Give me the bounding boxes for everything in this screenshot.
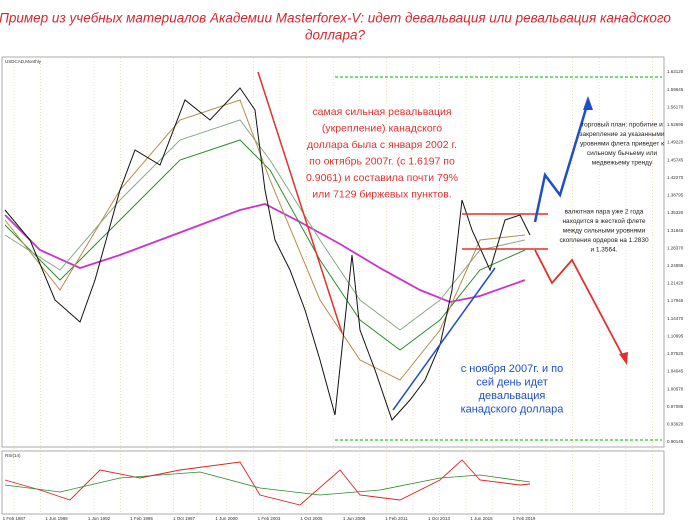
price-label: 1.10995: [667, 333, 684, 338]
grid: [13, 58, 653, 513]
price-label: 1.21420: [667, 281, 684, 286]
price-label: 1.45745: [667, 157, 684, 162]
annotation-line: валютная пара уже 2 года: [565, 209, 644, 216]
time-label: 1 Feb 1995: [130, 516, 153, 521]
indicator-label: RSI(14): [5, 453, 21, 458]
arrowhead: [619, 352, 628, 365]
time-label: 1 Oct 2013: [428, 516, 451, 521]
price-label: 1.00570: [667, 386, 684, 391]
price-label: 1.42270: [667, 175, 684, 180]
time-label: 1 Jun 1989: [45, 516, 68, 521]
annotation-line: торговый план: пробитие и: [581, 121, 663, 129]
time-label: 1 Jun 2016: [470, 516, 493, 521]
price-label: 1.31845: [667, 228, 684, 233]
time-label: 1 Feb 1987: [3, 516, 26, 521]
annotation-line: девальвация: [479, 390, 546, 402]
rsi-line: [4, 459, 531, 506]
time-label: 1 Oct 2005: [300, 516, 323, 521]
annotation-line: уровнями флета приведет к: [580, 141, 664, 148]
price-label: 1.04045: [667, 369, 684, 374]
price-label: 1.14470: [667, 316, 684, 321]
price-label: 0.97095: [667, 404, 684, 409]
trend-line: [257, 71, 343, 334]
annotation-line: с ноября 2007г. и по: [461, 363, 564, 375]
bear-arrow: [534, 249, 626, 361]
moving-average: [4, 203, 526, 303]
annotation-line: канадского доллара: [461, 403, 565, 415]
annotation-line: и 1.3564.: [590, 247, 617, 254]
price-label: 1.07520: [667, 351, 684, 356]
rsi-signal: [4, 471, 531, 496]
price-label: 1.17945: [667, 298, 684, 303]
annotation-line: доллара была с января 2002 г.: [307, 139, 457, 151]
bull-arrow: [533, 101, 590, 223]
price-label: 0.90145: [667, 439, 684, 444]
annotation-line: или 7129 биржевых пунктов.: [312, 188, 451, 200]
time-label: 1 Jun 2000: [215, 516, 238, 521]
price-line: [4, 87, 531, 421]
price-label: 1.56170: [667, 104, 684, 109]
annotation-line: 0.9061) и составила почти 79%: [306, 172, 458, 184]
indicator-panel: [1, 450, 665, 515]
annotation-line: скопления ордеров на 1.2830: [559, 237, 649, 244]
time-label: 1 Jun 2008: [343, 516, 366, 521]
moving-average: [4, 119, 526, 331]
annotation-line: (укрепление) канадского: [322, 122, 442, 134]
price-label: 1.38795: [667, 193, 684, 198]
title-line: Пример из учебных материалов Академии Ma…: [0, 11, 671, 26]
price-label: 1.28370: [667, 245, 684, 250]
symbol-label: USDCAD,Monthly: [5, 59, 42, 64]
price-label: 1.49220: [667, 140, 684, 145]
title-line: доллара?: [305, 28, 365, 43]
annotation-line: медвежьему тренду: [592, 160, 653, 167]
arrowhead: [583, 96, 593, 110]
price-label: 1.59645: [667, 87, 684, 92]
time-label: 1 Jun 1992: [88, 516, 111, 521]
price-label: 0.93620: [667, 422, 684, 427]
annotation-line: сей день идет: [476, 376, 548, 388]
time-label: 1 Feb 2011: [385, 516, 408, 521]
price-label: 1.63120: [667, 69, 684, 74]
annotation-line: между сильными уровнями: [563, 228, 646, 235]
moving-average: [4, 139, 526, 351]
annotation-line: сильному бычьему или: [587, 149, 658, 157]
price-label: 1.52695: [667, 122, 684, 127]
annotation-line: самая сильная ревальвация: [312, 106, 451, 118]
time-label: 1 Feb 2003: [258, 516, 281, 521]
price-label: 1.35320: [667, 210, 684, 215]
time-label: 1 Feb 2019: [513, 516, 536, 521]
price-label: 1.24895: [667, 263, 684, 268]
annotation-line: закрепление за указанными: [580, 131, 665, 138]
annotation-line: по октябрь 2007г. (с 1.6197 по: [309, 155, 455, 167]
annotation-line: находится в жесткой флете: [562, 217, 645, 225]
time-label: 1 Oct 1997: [173, 516, 196, 521]
trend-line: [392, 267, 496, 411]
